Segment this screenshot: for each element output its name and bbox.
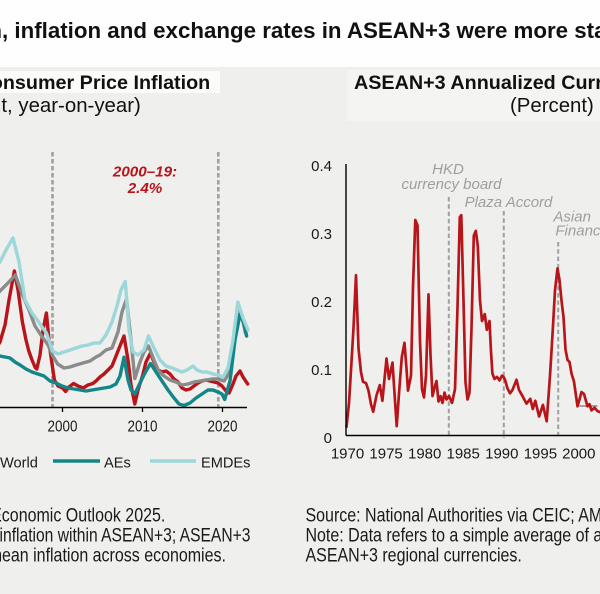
svg-text:2000: 2000 (562, 446, 595, 463)
svg-text:1975: 1975 (369, 446, 402, 463)
svg-text:mean inflation across economie: mean inflation across economies. (0, 544, 226, 566)
svg-text:0.4: 0.4 (311, 158, 332, 175)
svg-text:1985: 1985 (447, 446, 480, 463)
svg-text:0.2: 0.2 (311, 294, 332, 311)
svg-text:2.4%: 2.4% (127, 180, 163, 197)
svg-text:2000–19:: 2000–19: (112, 164, 177, 181)
svg-text:currency board: currency board (401, 176, 502, 193)
svg-text:1990: 1990 (485, 446, 518, 463)
svg-text:Source: National Authorities v: Source: National Authorities via CEIC; A… (306, 504, 600, 526)
svg-text:Source: ASEAN+3 Regional Econo: Source: ASEAN+3 Regional Economic Outloo… (0, 504, 165, 526)
svg-text:1995: 1995 (524, 446, 557, 463)
svg-text:World: World (0, 456, 38, 472)
svg-text:0: 0 (324, 430, 332, 447)
svg-text:0.1: 0.1 (311, 362, 332, 379)
svg-text:2000: 2000 (48, 418, 78, 435)
svg-text:Plaza Accord: Plaza Accord (465, 194, 553, 211)
svg-text:2020: 2020 (208, 418, 238, 435)
svg-text:Note: Data refers to a simple: Note: Data refers to a simple average of… (306, 524, 600, 546)
svg-text:ASEAN+3 Annualized Currency Vo: ASEAN+3 Annualized Currency Volatility (354, 72, 600, 94)
svg-text:Consumer Price Inflation: Consumer Price Inflation (0, 72, 210, 94)
svg-text:(Percent): (Percent) (510, 95, 594, 117)
svg-text:Note: Headline inflation withi: Note: Headline inflation within ASEAN+3;… (0, 524, 251, 546)
svg-text:Financial: Financial (555, 223, 600, 240)
svg-text:(Percent, year-on-year): (Percent, year-on-year) (0, 95, 141, 117)
svg-text:AEs: AEs (104, 456, 131, 472)
svg-text:1970: 1970 (331, 446, 364, 463)
svg-text:ASEAN+3 regional currencies.: ASEAN+3 regional currencies. (306, 544, 522, 566)
svg-text:Asian: Asian (552, 209, 591, 226)
svg-text:Growth, inflation and exchange: Growth, inflation and exchange rates in … (0, 18, 600, 43)
svg-text:2010: 2010 (128, 418, 158, 435)
svg-text:EMDEs: EMDEs (201, 456, 250, 472)
svg-text:1980: 1980 (408, 446, 441, 463)
svg-text:0.3: 0.3 (311, 226, 332, 243)
svg-text:HKD: HKD (432, 161, 464, 178)
